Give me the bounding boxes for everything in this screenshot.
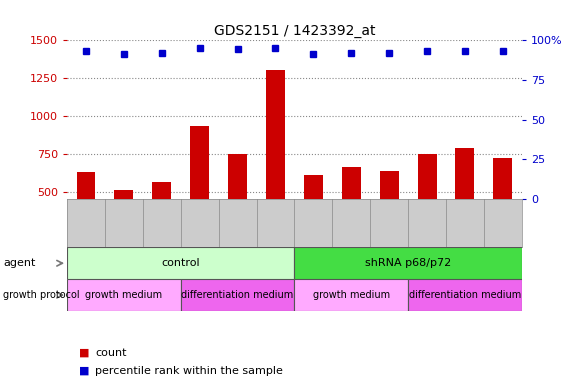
Text: growth medium: growth medium <box>312 290 390 300</box>
Text: agent: agent <box>3 258 36 268</box>
Text: growth medium: growth medium <box>85 290 163 300</box>
Bar <box>266 70 285 268</box>
Bar <box>152 182 171 268</box>
Bar <box>294 279 408 311</box>
Text: differentiation medium: differentiation medium <box>181 290 294 300</box>
Bar <box>294 247 522 279</box>
Text: control: control <box>161 258 200 268</box>
Text: growth protocol: growth protocol <box>3 290 79 300</box>
Text: shRNA p68/p72: shRNA p68/p72 <box>365 258 451 268</box>
Bar <box>76 172 96 268</box>
Bar <box>380 171 399 268</box>
Bar <box>342 167 361 268</box>
Bar <box>493 158 512 268</box>
Text: percentile rank within the sample: percentile rank within the sample <box>95 366 283 376</box>
Bar <box>114 190 134 268</box>
Bar <box>181 279 294 311</box>
Bar <box>408 279 522 311</box>
Bar <box>67 247 294 279</box>
Bar <box>228 154 247 268</box>
Text: differentiation medium: differentiation medium <box>409 290 521 300</box>
Bar <box>417 154 437 268</box>
Bar <box>304 175 323 268</box>
Text: ■: ■ <box>79 348 89 358</box>
Text: count: count <box>95 348 127 358</box>
Title: GDS2151 / 1423392_at: GDS2151 / 1423392_at <box>213 23 375 38</box>
Bar <box>455 149 475 268</box>
Bar <box>190 126 209 268</box>
Text: ■: ■ <box>79 366 89 376</box>
Bar <box>67 279 181 311</box>
